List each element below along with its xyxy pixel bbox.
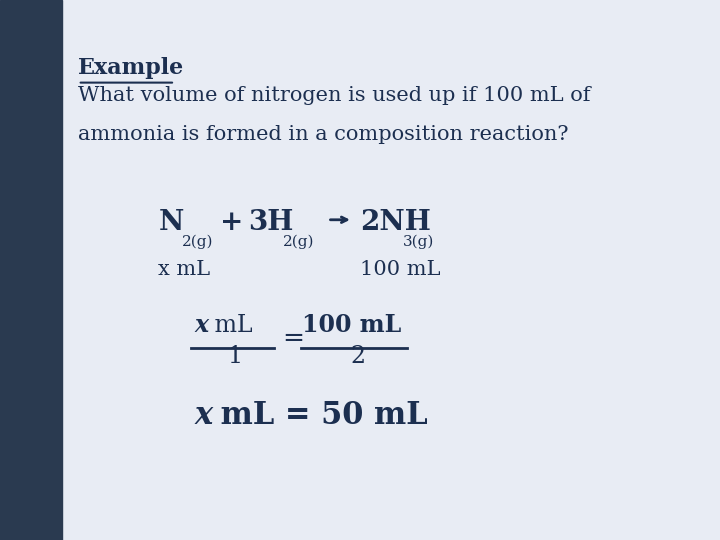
Text: ammonia is formed in a composition reaction?: ammonia is formed in a composition react… xyxy=(78,125,568,144)
Text: 100 mL: 100 mL xyxy=(360,260,441,279)
Text: Example: Example xyxy=(78,57,184,79)
Text: 3(g): 3(g) xyxy=(403,234,435,249)
Text: N: N xyxy=(158,208,184,235)
Text: =: = xyxy=(282,326,305,350)
Text: 1: 1 xyxy=(227,345,242,368)
Text: +: + xyxy=(220,208,243,235)
Text: 3H: 3H xyxy=(248,208,294,235)
Text: mL: mL xyxy=(207,314,252,337)
Text: 100 mL: 100 mL xyxy=(302,313,402,337)
Bar xyxy=(0,0,62,540)
Text: x mL: x mL xyxy=(158,260,210,279)
Text: 2NH: 2NH xyxy=(360,208,431,235)
Text: 2(g): 2(g) xyxy=(283,234,315,249)
Text: x: x xyxy=(194,400,212,431)
Text: 2(g): 2(g) xyxy=(182,234,214,249)
Text: 2: 2 xyxy=(351,345,366,368)
Text: What volume of nitrogen is used up if 100 mL of: What volume of nitrogen is used up if 10… xyxy=(78,86,590,105)
Text: x: x xyxy=(194,313,209,337)
Text: mL = 50 mL: mL = 50 mL xyxy=(210,400,427,431)
